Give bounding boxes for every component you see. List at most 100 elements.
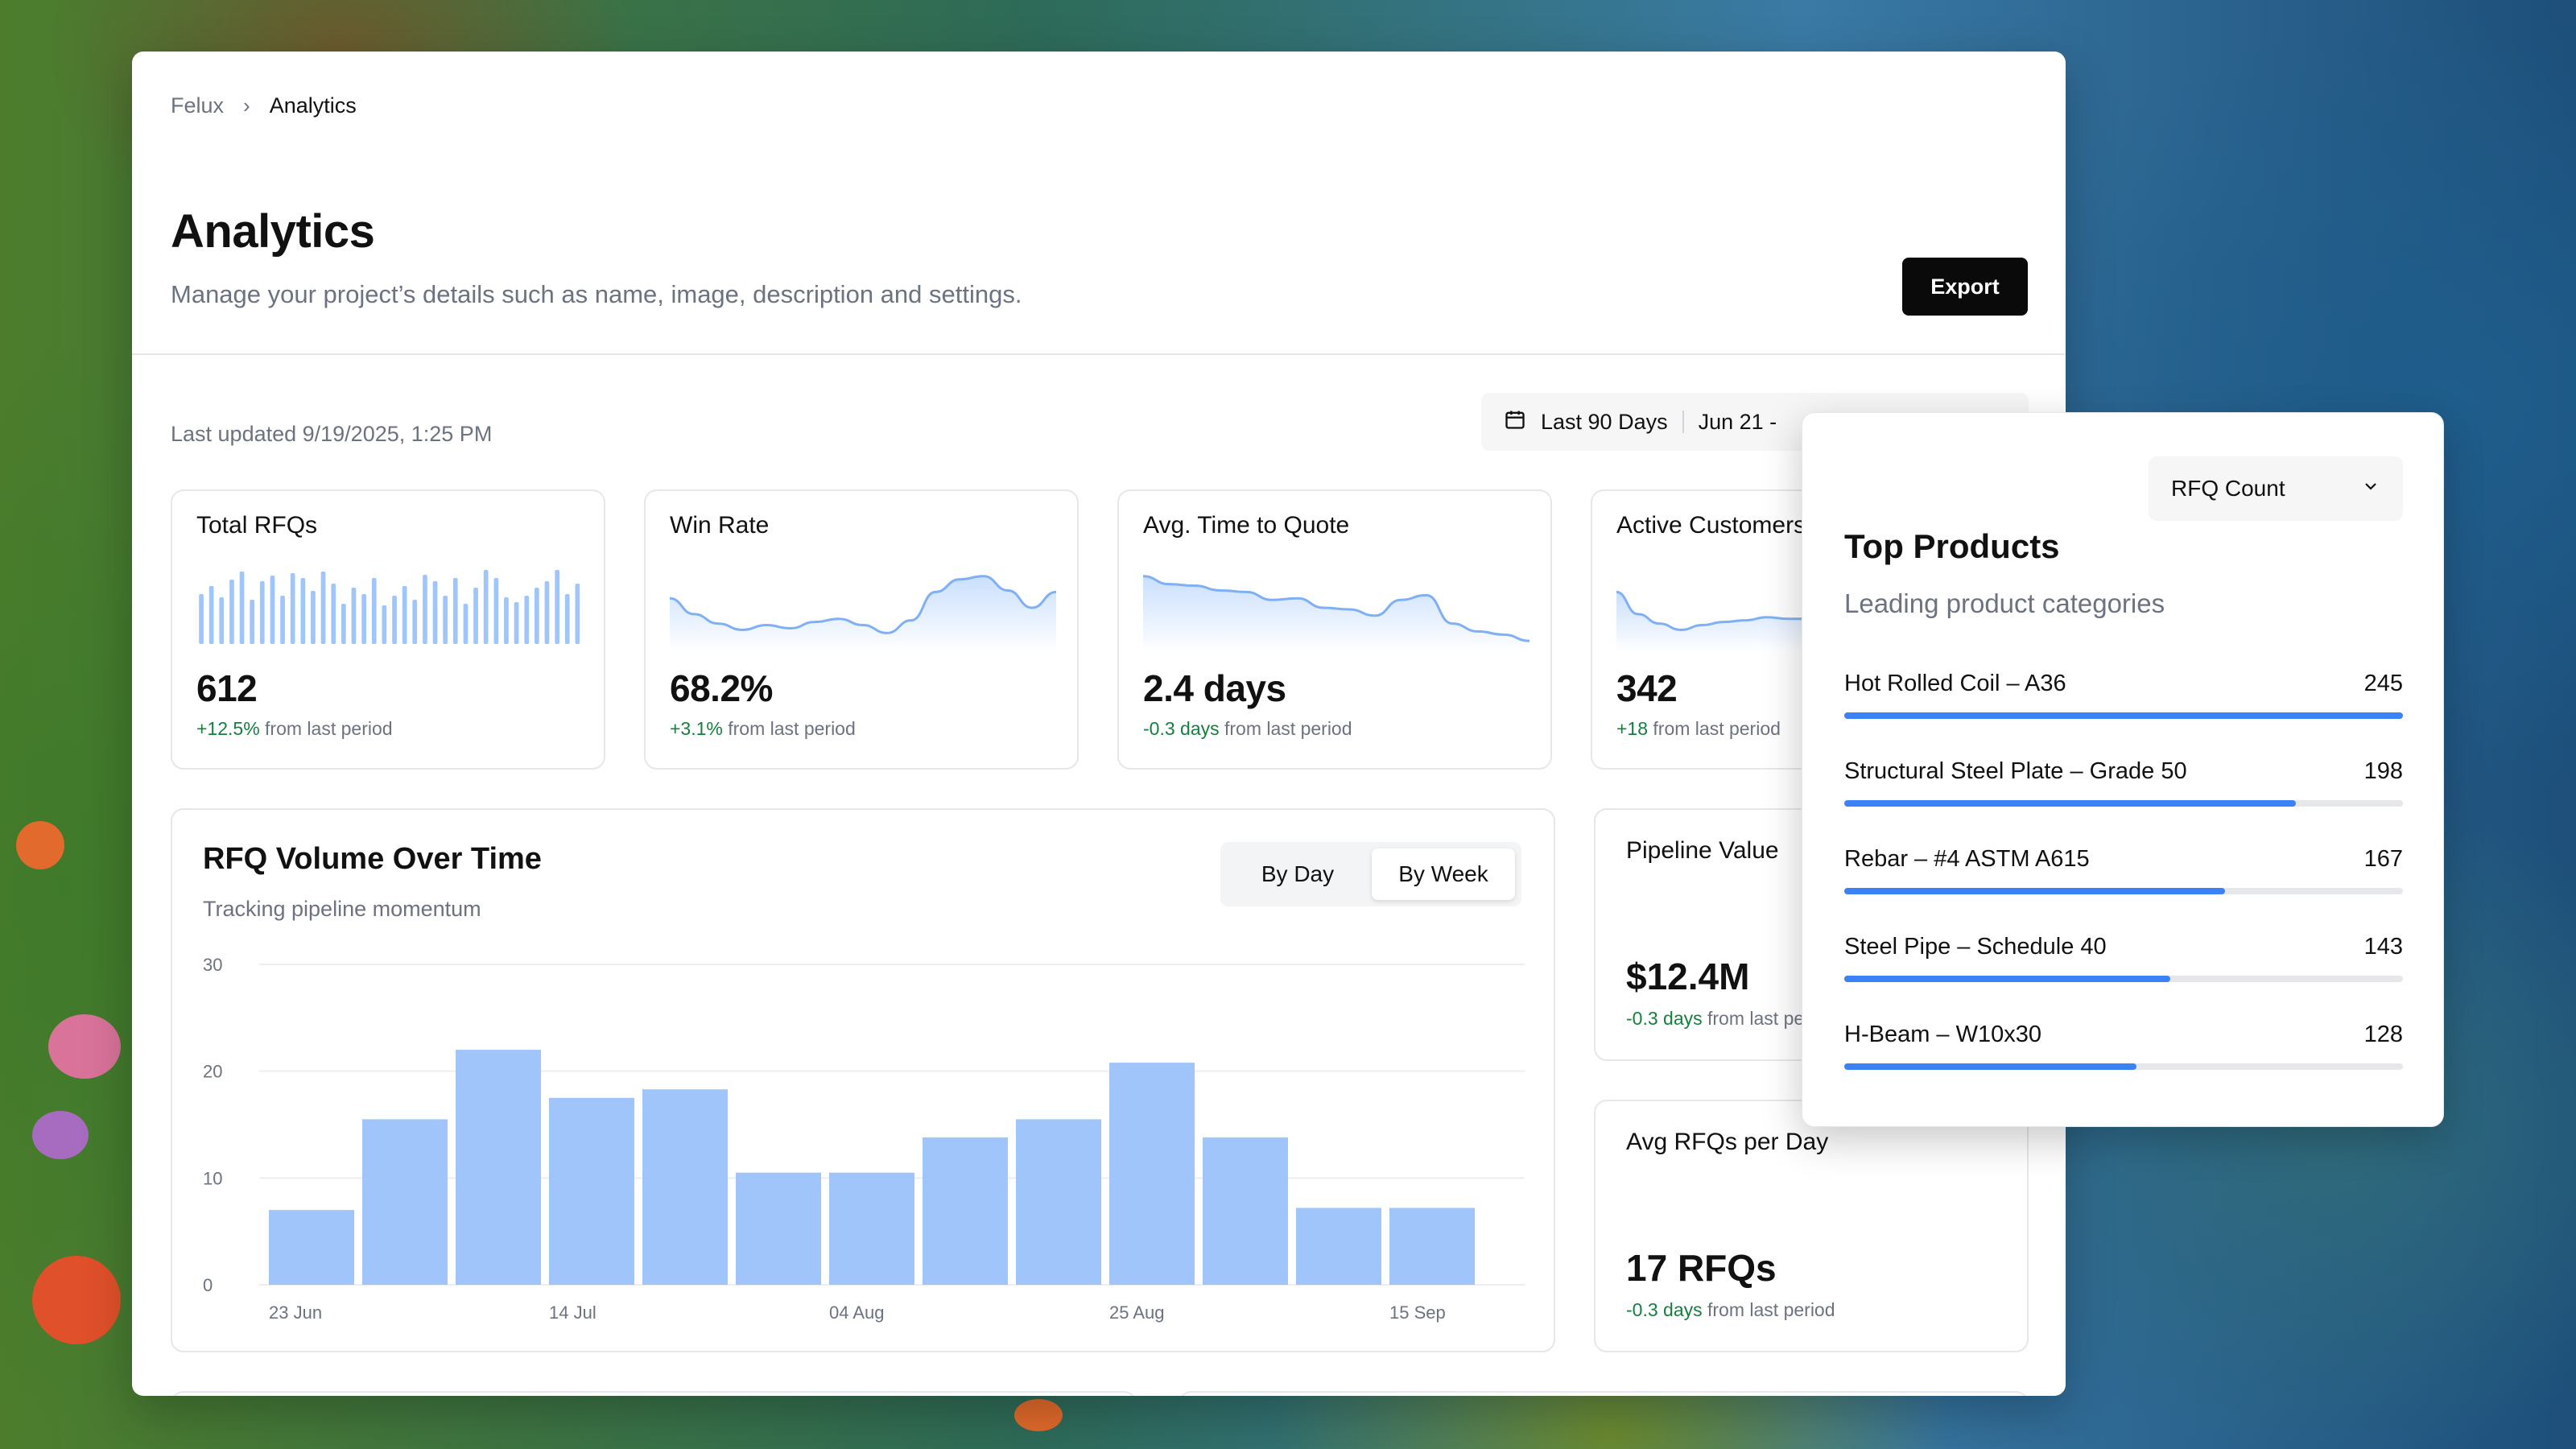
product-count: 167	[2363, 846, 2403, 872]
sparkline-bar	[392, 596, 397, 644]
background-flower	[16, 821, 64, 869]
product-row[interactable]: Structural Steel Plate – Grade 50 198	[1844, 758, 2403, 810]
kpi-delta-value: +3.1%	[670, 718, 723, 739]
breadcrumb-root-link[interactable]: Felux	[171, 93, 225, 118]
date-range-separator	[1682, 411, 1684, 433]
kpi-delta-value: +18	[1616, 718, 1649, 739]
sparkline-bar	[199, 594, 204, 644]
product-bar-track	[1844, 888, 2403, 894]
chart-subtitle: Tracking pipeline momentum	[203, 897, 481, 921]
kpi-sparkline	[1616, 590, 1810, 652]
bottom-card-partial	[1179, 1391, 2029, 1396]
sparkline-bar	[575, 584, 580, 644]
chevron-down-icon	[2361, 476, 2380, 502]
metric-select[interactable]: RFQ Count	[2149, 456, 2403, 521]
sparkline-bar	[564, 594, 570, 644]
date-range-preset[interactable]: Last 90 Days	[1541, 409, 1668, 434]
by-week-tab[interactable]: By Week	[1372, 848, 1515, 900]
kpi-delta: -0.3 days from last period	[1143, 718, 1352, 740]
product-name: H-Beam – W10x30	[1844, 1022, 2041, 1047]
sparkline-line	[1143, 575, 1530, 642]
sparkline-bar	[412, 600, 418, 644]
sparkline-bar	[320, 572, 326, 644]
sparkline-bar	[259, 581, 265, 644]
sparkline-bar	[250, 600, 254, 644]
chart-bar	[549, 1097, 634, 1285]
sparkline-bar	[311, 591, 316, 644]
product-count: 198	[2363, 758, 2403, 784]
chart-bar	[829, 1172, 914, 1285]
sparkline-bar	[280, 596, 285, 644]
side-card-title: Avg RFQs per Day	[1626, 1129, 1829, 1155]
product-row[interactable]: H-Beam – W10x30 128	[1844, 1022, 2403, 1073]
side-card-value: 17 RFQs	[1626, 1247, 1777, 1289]
export-button[interactable]: Export	[1902, 258, 2028, 316]
sparkline-bar	[443, 596, 448, 644]
sparkline-bar	[402, 586, 407, 644]
date-range-text[interactable]: Jun 21 -	[1698, 409, 1777, 434]
product-bar-fill	[1844, 800, 2296, 807]
y-tick-label: 0	[203, 1275, 213, 1295]
kpi-delta-suffix: from last period	[1653, 718, 1781, 739]
kpi-delta: +18 from last period	[1616, 718, 1781, 740]
side-card-delta: -0.3 days from last period	[1626, 1299, 1835, 1321]
kpi-title: Avg. Time to Quote	[1143, 512, 1350, 539]
product-row[interactable]: Hot Rolled Coil – A36 245	[1844, 671, 2403, 722]
product-bar-fill	[1844, 1063, 2136, 1070]
chart-bar	[456, 1050, 541, 1285]
by-day-tab[interactable]: By Day	[1261, 861, 1335, 886]
kpi-value: 2.4 days	[1143, 667, 1286, 709]
chart-bar	[736, 1172, 821, 1285]
y-tick-label: 20	[203, 1062, 222, 1082]
chart-bar	[642, 1089, 728, 1285]
kpi-delta-value: +12.5%	[196, 718, 260, 739]
chart-bar	[1389, 1208, 1475, 1285]
sparkline-bar	[544, 581, 550, 644]
bottom-card-partial	[171, 1391, 1137, 1396]
sparkline-bar	[524, 596, 530, 644]
product-bar-track	[1844, 800, 2403, 807]
last-updated-text: Last updated 9/19/2025, 1:25 PM	[171, 422, 493, 446]
x-tick-label: 25 Aug	[1109, 1302, 1165, 1323]
kpi-sparkline	[199, 570, 580, 644]
y-tick-label: 30	[203, 955, 222, 975]
kpi-title: Active Customers	[1616, 512, 1806, 539]
sparkline-bar	[229, 580, 234, 644]
sparkline-bar	[473, 588, 478, 644]
side-card-delta-value: -0.3 days	[1626, 1299, 1703, 1320]
product-bar-track	[1844, 976, 2403, 982]
chevron-right-icon: ›	[243, 93, 250, 118]
breadcrumb-current: Analytics	[269, 93, 357, 118]
rfq-volume-bar-chart: 0 10 20 30 23 Jun 14 Jul 04 Aug 25 Aug 15 Sep	[203, 955, 1525, 1323]
background-flower	[32, 1111, 89, 1159]
kpi-sparkline	[670, 575, 1056, 652]
sparkline-bar	[239, 572, 245, 644]
x-tick-label: 15 Sep	[1389, 1302, 1446, 1323]
chart-title: RFQ Volume Over Time	[203, 842, 542, 876]
side-card-delta-value: -0.3 days	[1626, 1008, 1703, 1029]
kpi-card-win-rate: Win Rate 68.2% +3.1% from last period	[644, 489, 1079, 770]
product-count: 128	[2363, 1022, 2403, 1047]
kpi-delta-suffix: from last period	[1224, 718, 1352, 739]
sparkline-bar	[382, 605, 387, 644]
product-row[interactable]: Steel Pipe – Schedule 40 143	[1844, 934, 2403, 985]
granularity-toggle: By Day By Week	[1220, 842, 1521, 906]
product-name: Rebar – #4 ASTM A615	[1844, 846, 2090, 872]
sparkline-area	[1616, 592, 1810, 652]
sparkline-bar	[351, 588, 357, 644]
kpi-delta-suffix: from last period	[265, 718, 393, 739]
sparkline-line	[1616, 590, 1810, 631]
product-bar-track	[1844, 712, 2403, 719]
kpi-delta-suffix: from last period	[728, 718, 856, 739]
product-name: Steel Pipe – Schedule 40	[1844, 934, 2107, 960]
sparkline-bar	[341, 604, 346, 644]
metric-select-value: RFQ Count	[2171, 476, 2285, 501]
breadcrumb: Felux › Analytics	[171, 93, 357, 118]
background-flower	[32, 1256, 121, 1344]
chart-bar	[362, 1119, 448, 1285]
sparkline-bar	[290, 573, 295, 644]
sparkline-bar	[432, 581, 438, 644]
product-row[interactable]: Rebar – #4 ASTM A615 167	[1844, 846, 2403, 898]
app-window: Felux › Analytics Analytics Manage your …	[132, 52, 2066, 1396]
sparkline-bar	[270, 576, 275, 644]
